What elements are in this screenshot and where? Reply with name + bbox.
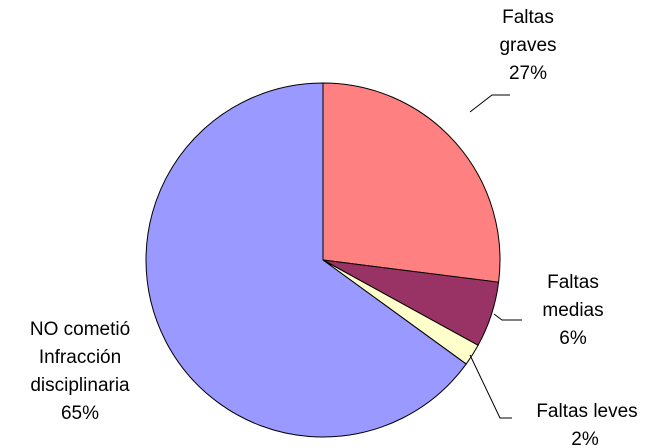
slice-label: Faltas graves xyxy=(499,7,557,56)
slice-label: Faltas medias xyxy=(542,272,604,321)
slice-label: Faltas leves xyxy=(536,401,638,422)
slice-label: NO cometió Infracción disciplinaria xyxy=(29,319,131,396)
leader-line xyxy=(493,313,522,321)
pie-slice xyxy=(322,82,501,283)
pie-slice xyxy=(145,82,467,438)
value-label: 27% xyxy=(508,63,548,84)
value-label: 2% xyxy=(571,429,599,448)
leader-line xyxy=(469,354,512,419)
value-label: 6% xyxy=(559,328,587,349)
leader-line xyxy=(469,94,510,113)
value-label: 65% xyxy=(60,403,100,424)
